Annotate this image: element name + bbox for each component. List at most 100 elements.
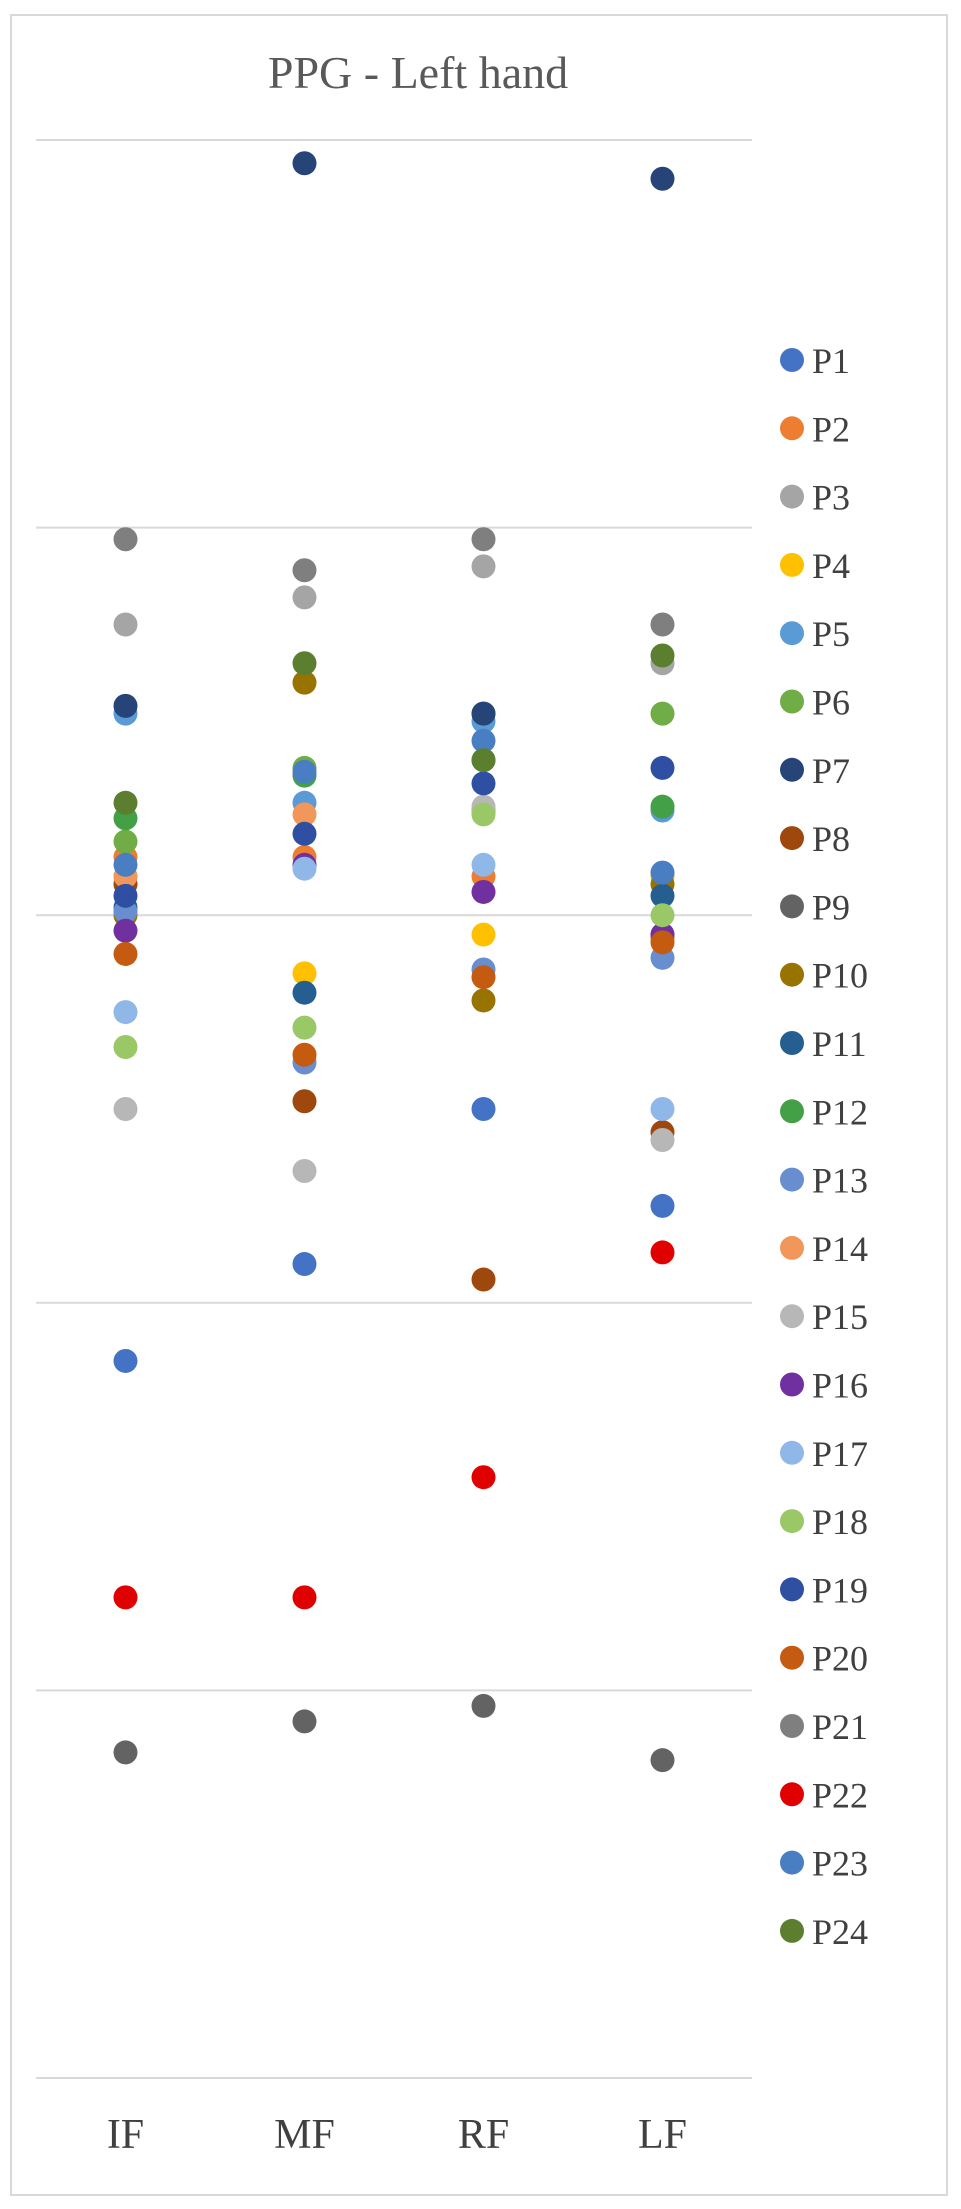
legend-label: P13: [812, 1161, 868, 1201]
point-p23-mf: [292, 759, 317, 784]
legend-item-p6[interactable]: P6: [780, 683, 850, 723]
point-p10-mf: [292, 670, 317, 695]
legend-marker: [780, 348, 804, 372]
point-p22-lf: [650, 1240, 675, 1265]
legend-label: P14: [812, 1229, 868, 1269]
point-p21-mf: [292, 558, 317, 583]
legend-marker: [780, 621, 804, 646]
legend-item-p23[interactable]: P23: [780, 1844, 868, 1884]
point-p20-lf: [650, 930, 675, 955]
point-p15-lf: [650, 1128, 675, 1153]
legend-label: P4: [812, 546, 850, 586]
x-tick-label-mf: MF: [274, 2112, 335, 2158]
point-p9-if: [113, 1740, 138, 1765]
legend-item-p19[interactable]: P19: [780, 1570, 868, 1610]
legend-item-p16[interactable]: P16: [780, 1366, 868, 1406]
point-p9-rf: [471, 1693, 496, 1718]
point-p24-lf: [650, 643, 675, 668]
legend-label: P1: [812, 341, 850, 381]
legend-label: P22: [812, 1775, 868, 1815]
legend-item-p11[interactable]: P11: [780, 1024, 867, 1064]
legend-item-p13[interactable]: P13: [780, 1161, 868, 1201]
legend-marker: [780, 826, 804, 851]
legend-item-p22[interactable]: P22: [780, 1775, 868, 1815]
point-p17-lf: [650, 1097, 675, 1121]
point-p17-mf: [292, 856, 317, 881]
legend-item-p24[interactable]: P24: [780, 1912, 868, 1952]
point-p21-lf: [650, 612, 675, 637]
point-p7-rf: [471, 701, 496, 726]
legend-marker: [780, 1645, 804, 1670]
point-p24-rf: [471, 748, 496, 773]
legend-item-p4[interactable]: P4: [780, 546, 850, 586]
legend-label: P17: [812, 1434, 868, 1474]
point-p20-rf: [471, 965, 496, 990]
legend-item-p7[interactable]: P7: [780, 751, 850, 791]
legend-label: P9: [812, 887, 850, 927]
legend-marker: [780, 962, 804, 987]
legend-item-p18[interactable]: P18: [780, 1502, 868, 1542]
legend-label: P15: [812, 1297, 868, 1337]
point-p12-lf: [650, 794, 675, 819]
legend-item-p10[interactable]: P10: [780, 956, 868, 996]
legend-item-p20[interactable]: P20: [780, 1639, 868, 1679]
legend-item-p2[interactable]: P2: [780, 409, 850, 449]
chart-title: PPG - Left hand: [268, 47, 568, 98]
legend-marker: [780, 1304, 804, 1329]
point-p1-mf: [292, 1252, 317, 1277]
legend-label: P5: [812, 614, 850, 654]
point-p21-rf: [471, 527, 496, 552]
legend-label: P6: [812, 683, 850, 723]
point-p17-rf: [471, 852, 496, 877]
legend-item-p3[interactable]: P3: [780, 478, 850, 518]
point-p21-if: [113, 527, 138, 552]
legend-marker: [780, 1099, 804, 1124]
legend-item-p8[interactable]: P8: [780, 819, 850, 859]
legend-item-p21[interactable]: P21: [780, 1707, 868, 1747]
point-p23-if: [113, 852, 138, 877]
legend-label: P20: [812, 1639, 868, 1679]
point-p23-rf: [471, 728, 496, 753]
point-p3-rf: [471, 554, 496, 579]
legend-marker: [780, 1714, 804, 1738]
legend-item-p14[interactable]: P14: [780, 1229, 868, 1269]
legend[interactable]: P1 P2 P3 P4 P5 P6 P7 P8 P9 P10 P11 P12 P13 P14 P15 P16 P…: [780, 341, 868, 1952]
point-p15-if: [113, 1097, 138, 1121]
legend-item-p5[interactable]: P5: [780, 614, 850, 654]
legend-label: P21: [812, 1707, 868, 1747]
point-p10-rf: [471, 988, 496, 1013]
legend-label: P24: [812, 1912, 868, 1952]
legend-marker: [780, 689, 804, 714]
point-p9-lf: [650, 1748, 675, 1773]
point-p3-mf: [292, 585, 317, 610]
legend-label: P8: [812, 819, 850, 859]
point-p1-rf: [471, 1097, 496, 1121]
point-p11-mf: [292, 980, 317, 1005]
legend-label: P11: [812, 1024, 867, 1064]
legend-label: P19: [812, 1570, 868, 1610]
legend-item-p9[interactable]: P9: [780, 887, 850, 927]
legend-item-p15[interactable]: P15: [780, 1297, 868, 1337]
legend-marker: [780, 1850, 804, 1875]
point-p16-if: [113, 918, 138, 943]
point-p18-if: [113, 1034, 138, 1059]
point-p22-rf: [471, 1465, 496, 1490]
point-p20-if: [113, 941, 138, 966]
point-p8-mf: [292, 1089, 317, 1114]
x-tick-label-rf: RF: [458, 2112, 509, 2158]
point-p24-if: [113, 790, 138, 815]
point-p20-mf: [292, 1042, 317, 1067]
legend-label: P23: [812, 1844, 868, 1884]
point-p18-rf: [471, 802, 496, 827]
legend-item-p12[interactable]: P12: [780, 1092, 868, 1132]
legend-marker: [780, 1782, 804, 1807]
legend-label: P2: [812, 409, 850, 449]
point-p6-lf: [650, 701, 675, 726]
legend-item-p1[interactable]: P1: [780, 341, 850, 381]
legend-marker: [780, 1918, 804, 1943]
legend-marker: [780, 1577, 804, 1602]
point-p9-mf: [292, 1709, 317, 1734]
chart-frame: PPG - Left hand IF MF RF LF P1 P2 P3 P4 P5 P6 P7 P…: [10, 14, 948, 2196]
legend-item-p17[interactable]: P17: [780, 1434, 868, 1474]
point-p23-lf: [650, 860, 675, 885]
